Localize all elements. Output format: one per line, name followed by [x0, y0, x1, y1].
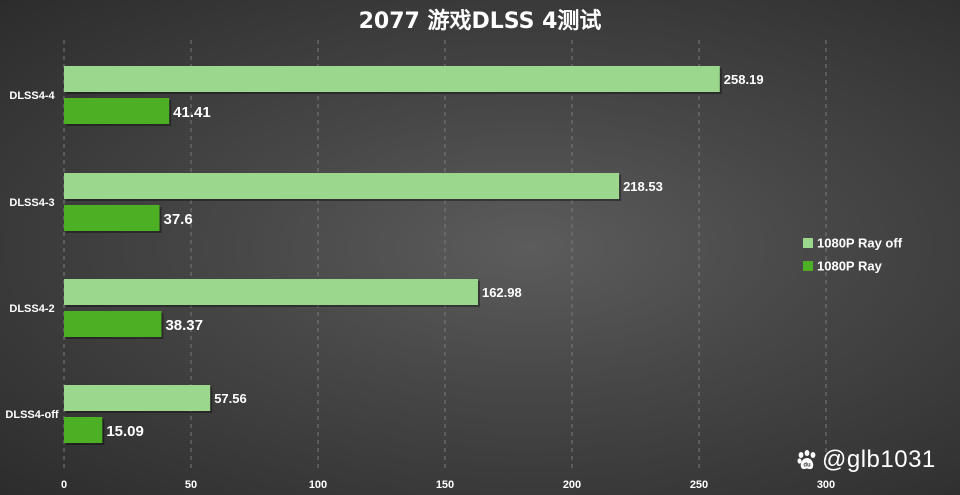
- category-label: DLSS4-4: [9, 90, 55, 102]
- x-tick-label: 150: [436, 479, 454, 491]
- bar: [64, 66, 720, 92]
- svg-text:du: du: [803, 463, 811, 469]
- labels-layer: 0 50 100 150 200 250 300 DLSS4-4 258.19 41.41 DLSS…: [5, 72, 835, 491]
- legend-swatch: [803, 261, 813, 271]
- paw-icon: du: [797, 450, 816, 470]
- bar: [64, 173, 620, 199]
- bar: [64, 98, 170, 124]
- bars-layer: [64, 66, 722, 445]
- category-label: DLSS4-off: [5, 409, 59, 421]
- category-label: DLSS4-3: [9, 197, 54, 209]
- x-tick-label: 0: [61, 479, 67, 491]
- watermark: du @glb1031: [796, 446, 936, 474]
- chart-title: 2077 游戏DLSS 4测试: [359, 8, 602, 34]
- bar: [64, 279, 478, 305]
- x-tick-label: 100: [309, 479, 327, 491]
- legend-swatch: [803, 238, 813, 248]
- x-tick-label: 50: [185, 479, 197, 491]
- value-label: 15.09: [106, 423, 144, 440]
- value-label: 37.6: [164, 211, 193, 228]
- value-label: 258.19: [724, 72, 764, 87]
- value-label: 57.56: [214, 391, 247, 406]
- bar: [64, 311, 162, 337]
- legend: 1080P Ray off 1080P Ray: [803, 236, 903, 274]
- bar: [64, 205, 160, 231]
- bar: [64, 417, 103, 443]
- legend-label: 1080P Ray off: [817, 236, 903, 251]
- x-tick-label: 200: [563, 479, 581, 491]
- x-tick-label: 300: [817, 479, 835, 491]
- value-label: 41.41: [173, 104, 211, 121]
- value-label: 162.98: [482, 285, 522, 300]
- x-tick-label: 250: [690, 479, 708, 491]
- watermark-text: @glb1031: [822, 446, 936, 473]
- value-label: 38.37: [165, 317, 203, 334]
- value-label: 218.53: [623, 179, 663, 194]
- legend-label: 1080P Ray: [817, 259, 883, 274]
- bar: [64, 385, 211, 411]
- category-label: DLSS4-2: [9, 303, 54, 315]
